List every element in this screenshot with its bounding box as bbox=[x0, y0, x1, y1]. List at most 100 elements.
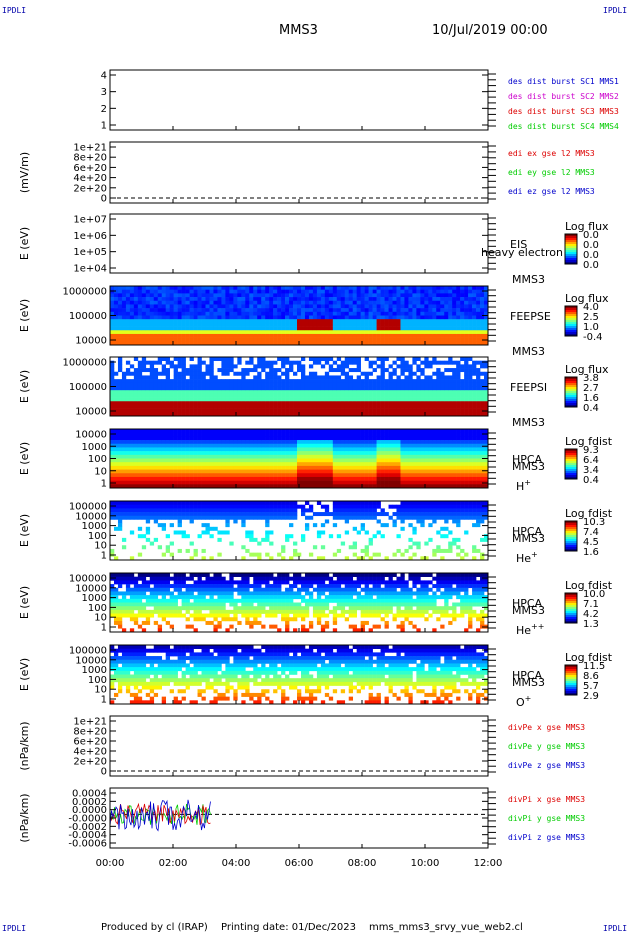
time-tick-label: 08:00 bbox=[348, 858, 377, 869]
panel-frame-eis bbox=[109, 213, 489, 274]
colorbar-hpca-h bbox=[564, 448, 578, 480]
colorbar-tick-label: 1.3 bbox=[583, 619, 599, 630]
spacecraft-label: MMS3 bbox=[512, 604, 545, 617]
spacecraft-label: MMS3 bbox=[512, 460, 545, 473]
y-tick-label: 1000 bbox=[82, 442, 107, 453]
y-tick-label: 100000 bbox=[69, 502, 107, 513]
spectrogram-hpca-he bbox=[110, 501, 489, 561]
time-tick-label: 06:00 bbox=[285, 858, 314, 869]
instrument-label: FEEPSE bbox=[510, 310, 551, 323]
y-tick-label: 100000 bbox=[69, 382, 107, 393]
y-tick-label: 10000 bbox=[75, 407, 107, 418]
instrument-label: HPCA bbox=[512, 525, 543, 538]
colorbar-tick-label: 6.4 bbox=[583, 455, 599, 466]
time-tick-label: 04:00 bbox=[222, 858, 251, 869]
colorbar-tick-label: 7.4 bbox=[583, 527, 599, 538]
colorbar-title: Log flux bbox=[565, 220, 609, 233]
y-tick-label: 10 bbox=[94, 613, 107, 624]
y-tick-label: 0 bbox=[101, 194, 107, 205]
y-axis-label: E (eV) bbox=[18, 227, 31, 260]
y-tick-label: 10000 bbox=[75, 583, 107, 594]
y-tick-label: 1000 bbox=[82, 665, 107, 676]
y-tick-label: 100 bbox=[88, 675, 107, 686]
legend-entry: des dist burst SC1 MMS1 bbox=[508, 77, 619, 86]
legend-entry: des dist burst SC3 MMS3 bbox=[508, 107, 619, 116]
colorbar-hpca-o bbox=[564, 664, 578, 696]
spectrogram-hpca-o bbox=[110, 645, 489, 705]
colorbar-tick-label: 0.0 bbox=[583, 240, 599, 251]
time-tick-label: 10:00 bbox=[411, 858, 440, 869]
y-tick-label: 1 bbox=[101, 121, 107, 132]
colorbar-tick-label: 0.0 bbox=[583, 230, 599, 241]
y-tick-label: 10000 bbox=[75, 430, 107, 441]
legend-entry: divPi z gse MMS3 bbox=[508, 833, 585, 842]
instrument-label: EIS bbox=[510, 238, 527, 251]
y-tick-label: 1000 bbox=[82, 521, 107, 532]
legend-entry: des dist burst SC2 MMS2 bbox=[508, 92, 619, 101]
colorbar-tick-label: 5.7 bbox=[583, 681, 599, 692]
spectrogram-hpca-h bbox=[110, 429, 489, 489]
y-tick-label: 1e+21 bbox=[73, 143, 107, 154]
colorbar-feepse bbox=[564, 305, 578, 337]
colorbar-tick-label: 2.9 bbox=[583, 691, 599, 702]
corner-label-top-left: IPDLI bbox=[2, 6, 26, 15]
y-tick-label: 10000 bbox=[75, 655, 107, 666]
colorbar-tick-label: 0.4 bbox=[583, 475, 599, 486]
y-axis-label: E (eV) bbox=[18, 442, 31, 475]
y-axis-label: E (eV) bbox=[18, 370, 31, 403]
y-axis-label: E (eV) bbox=[18, 586, 31, 619]
colorbar-tick-label: 9.3 bbox=[583, 445, 599, 456]
y-tick-label: 0.0000 bbox=[72, 805, 107, 816]
y-tick-label: 1000000 bbox=[62, 287, 107, 298]
species-label: He+ bbox=[516, 550, 538, 565]
y-tick-label: 100 bbox=[88, 603, 107, 614]
y-tick-label: 8e+20 bbox=[73, 153, 107, 164]
y-tick-label: 6e+20 bbox=[73, 163, 107, 174]
y-tick-label: 100000 bbox=[69, 311, 107, 322]
y-axis-label: (nPa/km) bbox=[18, 793, 31, 842]
spectrogram-feepsi bbox=[110, 357, 489, 417]
colorbar-tick-label: 0.4 bbox=[583, 403, 599, 414]
instrument-label: FEEPSI bbox=[510, 381, 547, 394]
y-tick-label: 1000 bbox=[82, 593, 107, 604]
colorbar-feepsi bbox=[564, 376, 578, 408]
legend-entry: divPe x gse MMS3 bbox=[508, 723, 585, 732]
panel-frame-divpe bbox=[109, 715, 489, 777]
colorbar-tick-label: -0.4 bbox=[583, 332, 603, 343]
y-tick-label: 100 bbox=[88, 531, 107, 542]
y-tick-label: 1e+05 bbox=[73, 247, 107, 258]
spacecraft-label: MMS3 bbox=[512, 345, 545, 358]
y-tick-label: 10000 bbox=[75, 511, 107, 522]
colorbar-title: Log flux bbox=[565, 292, 609, 305]
time-tick-label: 02:00 bbox=[159, 858, 188, 869]
species-charge: + bbox=[531, 550, 538, 559]
instrument-label: HPCA bbox=[512, 669, 543, 682]
y-tick-label: 4e+20 bbox=[73, 747, 107, 758]
colorbar-tick-label: 10.3 bbox=[583, 517, 605, 528]
y-tick-label: 1000000 bbox=[62, 358, 107, 369]
legend-entry: divPe y gse MMS3 bbox=[508, 742, 585, 751]
time-tick-label: 12:00 bbox=[474, 858, 503, 869]
y-tick-label: 100000 bbox=[69, 574, 107, 585]
y-tick-label: 10 bbox=[94, 541, 107, 552]
y-tick-label: 1 bbox=[101, 551, 107, 562]
legend-entry: divPe z gse MMS3 bbox=[508, 761, 585, 770]
colorbar-tick-label: 4.2 bbox=[583, 609, 599, 620]
instrument-label: HPCA bbox=[512, 453, 543, 466]
y-tick-label: -0.0002 bbox=[68, 822, 107, 833]
y-tick-label: 0.0002 bbox=[72, 797, 107, 808]
y-tick-label: 10 bbox=[94, 685, 107, 696]
colorbar-tick-label: 3.4 bbox=[583, 465, 599, 476]
colorbar-tick-label: 8.6 bbox=[583, 671, 599, 682]
spacecraft-label: MMS3 bbox=[512, 273, 545, 286]
y-tick-label: 1e+04 bbox=[73, 264, 107, 275]
colorbar-title: Log flux bbox=[565, 363, 609, 376]
colorbar-title: Log fdist bbox=[565, 651, 613, 664]
footer-printing-date: Printing date: 01/Dec/2023 bbox=[221, 922, 356, 933]
colorbar-tick-label: 2.5 bbox=[583, 312, 599, 323]
species-charge: ++ bbox=[531, 622, 544, 631]
y-tick-label: 8e+20 bbox=[73, 727, 107, 738]
colorbar-title: Log fdist bbox=[565, 507, 613, 520]
corner-label-bottom-right: IPDLI bbox=[603, 924, 627, 933]
